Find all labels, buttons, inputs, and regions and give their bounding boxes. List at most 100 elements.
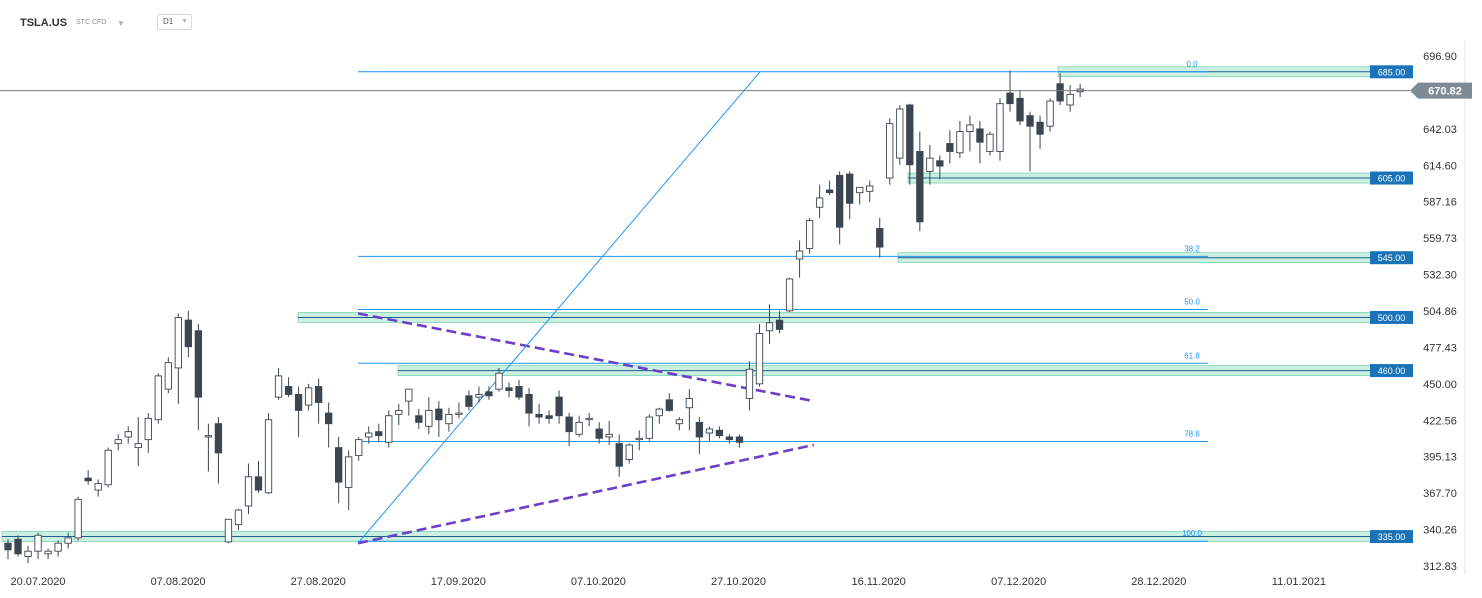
candle-bearish	[14, 538, 22, 555]
level-price-label: 460.00	[1378, 366, 1406, 376]
candle-bearish	[665, 399, 673, 411]
price-tick-label: 312.83	[1423, 561, 1457, 573]
candle-bearish	[1026, 115, 1034, 127]
candle-bearish	[846, 173, 854, 204]
candle-bullish	[1046, 100, 1054, 127]
chart-header: TSLA.US STC CFD ▼ D1 ▼	[0, 0, 1482, 40]
level-price-badge	[1370, 65, 1413, 79]
candle-bullish	[856, 186, 864, 194]
price-tick-label: 422.56	[1423, 415, 1457, 427]
instrument-type-label: STC CFD	[76, 19, 107, 26]
price-axis[interactable]: 696.90 642.03 614.60 587.16 559.73 532.30 504.…	[1423, 51, 1457, 573]
candle-bullish	[655, 408, 663, 417]
candle-bullish	[495, 372, 503, 390]
date-tick-label: 17.09.2020	[431, 576, 486, 588]
candle-bullish	[785, 278, 794, 312]
price-tick-label: 477.43	[1423, 342, 1457, 354]
candle-bullish	[164, 362, 172, 390]
fibonacci-retracement[interactable]: 0.0 38.2 50.0 61.8 78.6 100.0	[358, 60, 1208, 542]
candle-bullish	[475, 394, 483, 398]
candle-bullish	[635, 437, 643, 441]
price-tick-label: 395.13	[1423, 452, 1457, 464]
date-tick-label: 07.12.2020	[991, 576, 1046, 588]
level-price-label: 605.00	[1378, 174, 1406, 184]
candle-bearish	[194, 330, 203, 398]
price-tick-label: 642.03	[1423, 124, 1457, 136]
symbol-label[interactable]: TSLA.US	[20, 17, 68, 29]
candle-bullish	[345, 456, 353, 488]
candle-bullish	[405, 388, 413, 402]
candle-bearish	[435, 408, 443, 421]
level-price-label: 685.00	[1378, 67, 1406, 77]
candle-bullish	[224, 518, 233, 543]
candle-bullish	[815, 197, 824, 208]
candle-bearish	[294, 394, 303, 411]
candle-bullish	[74, 498, 82, 539]
candle-bearish	[184, 319, 193, 348]
candle-bearish	[695, 421, 704, 438]
candle-bearish	[595, 428, 603, 439]
candle-bullish	[455, 412, 463, 415]
level-price-badge	[1370, 364, 1413, 378]
candle-bearish	[876, 228, 884, 248]
price-tick-label: 587.16	[1423, 197, 1457, 209]
candle-bearish	[836, 174, 844, 228]
candle-bearish	[1036, 121, 1044, 135]
candle-bearish	[375, 431, 383, 437]
candle-bullish	[425, 409, 433, 427]
trendlines-layer[interactable]	[357, 71, 815, 545]
candle-bullish	[134, 443, 142, 449]
candle-bearish	[4, 542, 12, 551]
candle-bullish	[204, 435, 213, 438]
candle-bearish	[916, 151, 924, 223]
candle-bearish	[906, 104, 914, 166]
candle-bullish	[956, 131, 964, 154]
candle-bearish	[545, 415, 553, 419]
candle-bullish	[114, 439, 122, 445]
candle-bullish	[94, 482, 102, 491]
candle-bearish	[284, 386, 293, 395]
candle-bearish	[555, 396, 563, 417]
candle-bullish	[304, 387, 313, 406]
candle-bullish	[996, 103, 1004, 152]
candle-bullish	[705, 428, 714, 434]
candle-bullish	[886, 123, 894, 179]
price-tick-label: 504.86	[1423, 306, 1457, 318]
triangle-upper	[357, 312, 815, 403]
candle-bearish	[535, 413, 543, 418]
chevron-down-icon[interactable]: ▼	[117, 19, 125, 28]
level-price-label: 335.00	[1378, 532, 1406, 542]
candle-bearish	[465, 395, 473, 407]
candle-bullish	[244, 476, 253, 507]
level-labels-layer: 685.00 605.00 545.00 500.00 460.00 335.00 670.…	[0, 65, 1472, 544]
candle-bullish	[805, 220, 814, 249]
candle-bearish	[725, 436, 734, 441]
candle-bullish	[765, 322, 774, 332]
price-tick-label: 559.73	[1423, 233, 1457, 245]
chevron-down-icon: ▼	[181, 18, 188, 25]
price-tick-label: 614.60	[1423, 160, 1457, 172]
candle-bearish	[936, 160, 944, 167]
candle-bearish	[1006, 92, 1014, 105]
fib-level-label: 61.8	[1184, 351, 1200, 360]
fib-level-label: 100.0	[1182, 529, 1203, 538]
date-tick-label: 27.08.2020	[291, 576, 346, 588]
fib-anchor-line	[357, 71, 761, 544]
candle-bearish	[976, 128, 984, 143]
price-tick-label: 367.70	[1423, 488, 1457, 500]
timeframe-select[interactable]: D1 ▼	[157, 14, 192, 30]
candle-bullish	[365, 432, 373, 438]
level-price-badge	[1370, 530, 1413, 544]
candle-bearish	[214, 423, 223, 454]
candle-bearish	[615, 443, 623, 467]
time-axis[interactable]: 20.07.2020 07.08.2020 27.08.2020 17.09.2020…	[10, 576, 1326, 588]
date-tick-label: 07.08.2020	[151, 576, 206, 588]
candle-bullish	[585, 417, 593, 421]
date-tick-label: 20.07.2020	[10, 576, 65, 588]
candle-bullish	[124, 431, 132, 438]
triangle-lower	[357, 443, 815, 545]
candle-bearish	[505, 387, 513, 391]
candle-bullish	[755, 332, 764, 385]
candle-bullish	[926, 157, 934, 172]
